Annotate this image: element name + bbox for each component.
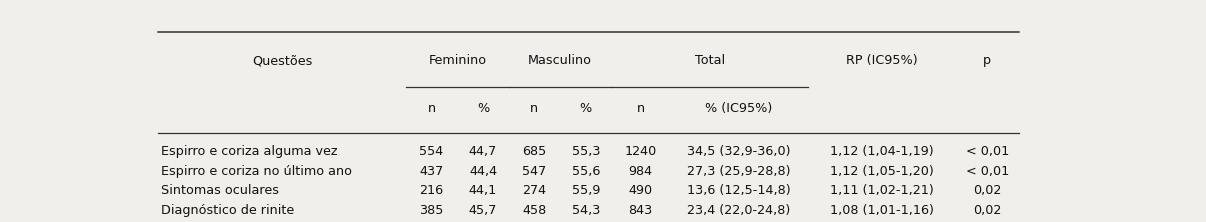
Text: 55,6: 55,6	[572, 165, 601, 178]
Text: < 0,01: < 0,01	[966, 145, 1009, 158]
Text: 1,08 (1,01-1,16): 1,08 (1,01-1,16)	[830, 204, 933, 217]
Text: 44,1: 44,1	[469, 184, 497, 197]
Text: 1240: 1240	[625, 145, 656, 158]
Text: 13,6 (12,5-14,8): 13,6 (12,5-14,8)	[687, 184, 790, 197]
Text: n: n	[637, 102, 644, 115]
Text: 458: 458	[522, 204, 546, 217]
Text: 44,4: 44,4	[469, 165, 497, 178]
Text: Feminino: Feminino	[428, 54, 486, 67]
Text: 54,3: 54,3	[572, 204, 601, 217]
Text: % (IC95%): % (IC95%)	[706, 102, 772, 115]
Text: Questões: Questões	[252, 54, 312, 67]
Text: 0,02: 0,02	[973, 204, 1001, 217]
Text: %: %	[476, 102, 490, 115]
Text: 23,4 (22,0-24,8): 23,4 (22,0-24,8)	[687, 204, 790, 217]
Text: 843: 843	[628, 204, 652, 217]
Text: 490: 490	[628, 184, 652, 197]
Text: 44,7: 44,7	[469, 145, 497, 158]
Text: 1,12 (1,04-1,19): 1,12 (1,04-1,19)	[830, 145, 933, 158]
Text: p: p	[983, 54, 991, 67]
Text: Espirro e coriza no último ano: Espirro e coriza no último ano	[162, 165, 352, 178]
Text: RP (IC95%): RP (IC95%)	[845, 54, 918, 67]
Text: 1,11 (1,02-1,21): 1,11 (1,02-1,21)	[830, 184, 933, 197]
Text: < 0,01: < 0,01	[966, 165, 1009, 178]
Text: 437: 437	[420, 165, 444, 178]
Text: Espirro e coriza alguma vez: Espirro e coriza alguma vez	[162, 145, 338, 158]
Text: 45,7: 45,7	[469, 204, 497, 217]
Text: 984: 984	[628, 165, 652, 178]
Text: 55,9: 55,9	[572, 184, 601, 197]
Text: 34,5 (32,9-36,0): 34,5 (32,9-36,0)	[687, 145, 790, 158]
Text: 27,3 (25,9-28,8): 27,3 (25,9-28,8)	[687, 165, 790, 178]
Text: Total: Total	[695, 54, 725, 67]
Text: 685: 685	[522, 145, 546, 158]
Text: n: n	[428, 102, 435, 115]
Text: 274: 274	[522, 184, 546, 197]
Text: Diagnóstico de rinite: Diagnóstico de rinite	[162, 204, 294, 217]
Text: n: n	[531, 102, 539, 115]
Text: 554: 554	[420, 145, 444, 158]
Text: 0,02: 0,02	[973, 184, 1001, 197]
Text: 385: 385	[420, 204, 444, 217]
Text: 1,12 (1,05-1,20): 1,12 (1,05-1,20)	[830, 165, 933, 178]
Text: 55,3: 55,3	[572, 145, 601, 158]
Text: 216: 216	[420, 184, 444, 197]
Text: Masculino: Masculino	[528, 54, 592, 67]
Text: Sintomas oculares: Sintomas oculares	[162, 184, 279, 197]
Text: %: %	[580, 102, 592, 115]
Text: 547: 547	[522, 165, 546, 178]
